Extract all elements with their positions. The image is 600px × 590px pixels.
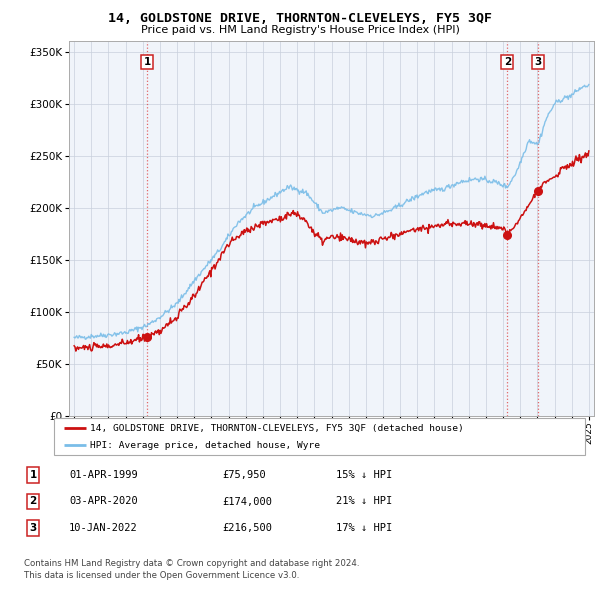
Text: 03-APR-2020: 03-APR-2020 — [69, 497, 138, 506]
Text: 01-APR-1999: 01-APR-1999 — [69, 470, 138, 480]
Text: Contains HM Land Registry data © Crown copyright and database right 2024.: Contains HM Land Registry data © Crown c… — [24, 559, 359, 568]
Text: 10-JAN-2022: 10-JAN-2022 — [69, 523, 138, 533]
Text: 3: 3 — [29, 523, 37, 533]
Text: 1: 1 — [143, 57, 151, 67]
Text: HPI: Average price, detached house, Wyre: HPI: Average price, detached house, Wyre — [90, 441, 320, 450]
Text: £174,000: £174,000 — [222, 497, 272, 506]
Text: Price paid vs. HM Land Registry's House Price Index (HPI): Price paid vs. HM Land Registry's House … — [140, 25, 460, 35]
Text: 17% ↓ HPI: 17% ↓ HPI — [336, 523, 392, 533]
Text: 14, GOLDSTONE DRIVE, THORNTON-CLEVELEYS, FY5 3QF: 14, GOLDSTONE DRIVE, THORNTON-CLEVELEYS,… — [108, 12, 492, 25]
FancyBboxPatch shape — [54, 418, 585, 455]
Text: 3: 3 — [535, 57, 542, 67]
Text: 1: 1 — [29, 470, 37, 480]
Text: £75,950: £75,950 — [222, 470, 266, 480]
Text: £216,500: £216,500 — [222, 523, 272, 533]
Text: 15% ↓ HPI: 15% ↓ HPI — [336, 470, 392, 480]
Text: This data is licensed under the Open Government Licence v3.0.: This data is licensed under the Open Gov… — [24, 571, 299, 580]
Text: 2: 2 — [29, 497, 37, 506]
Text: 14, GOLDSTONE DRIVE, THORNTON-CLEVELEYS, FY5 3QF (detached house): 14, GOLDSTONE DRIVE, THORNTON-CLEVELEYS,… — [90, 424, 464, 433]
Text: 21% ↓ HPI: 21% ↓ HPI — [336, 497, 392, 506]
Text: 2: 2 — [504, 57, 511, 67]
